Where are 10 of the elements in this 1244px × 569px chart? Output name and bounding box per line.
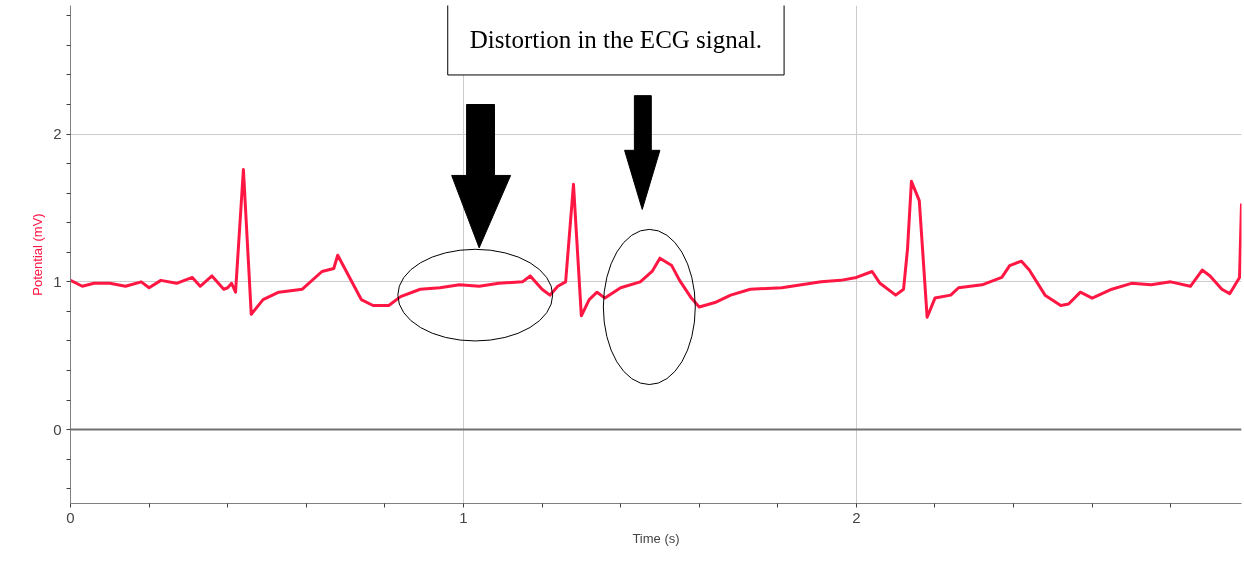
- x-axis-title: Time (s): [632, 530, 680, 546]
- y-tick-label: 1: [53, 272, 62, 290]
- y-axis-title: Potential (mV): [30, 213, 46, 296]
- x-tick-label: 1: [459, 508, 468, 526]
- y-tick-label: 2: [53, 125, 62, 143]
- x-tick-label: 2: [852, 508, 861, 526]
- y-tick-label: 0: [53, 420, 62, 438]
- line-series: [70, 168, 1242, 319]
- annotation: Distortion in the ECG signal.: [469, 25, 763, 53]
- x-tick-label: 0: [66, 508, 75, 526]
